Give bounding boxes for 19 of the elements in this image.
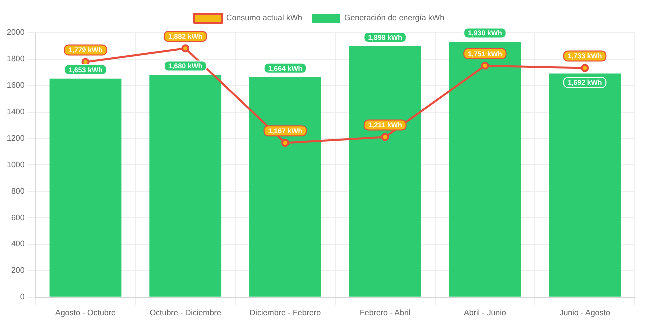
y-tick-label: 1600 [7,81,26,90]
x-tick-label: Octubre - Diciembre [150,308,222,318]
legend-label: Consumo actual kWh [226,14,302,23]
x-tick-label: Febrero - Abril [360,308,411,318]
y-tick-label: 200 [11,266,26,276]
x-tick-label: Abril - Junio [464,308,507,318]
y-tick-label: 400 [11,240,26,249]
y-tick-label: 1400 [7,108,26,117]
y-tick-label: 1000 [7,160,26,170]
legend-label: Generación de energía kWh [344,14,445,23]
x-tick-label: Junio - Agosto [560,308,611,318]
y-tick-label: 1800 [7,54,26,64]
y-tick-label: 800 [11,186,26,196]
x-tick-label: Diciembre - Febrero [250,308,322,318]
y-tick-label: 2000 [7,28,26,38]
y-tick-label: 1200 [7,134,26,143]
y-tick-label: 600 [11,213,26,222]
y-tick-label: 0 [20,292,26,302]
x-tick-label: Agosto - Octubre [55,308,117,318]
